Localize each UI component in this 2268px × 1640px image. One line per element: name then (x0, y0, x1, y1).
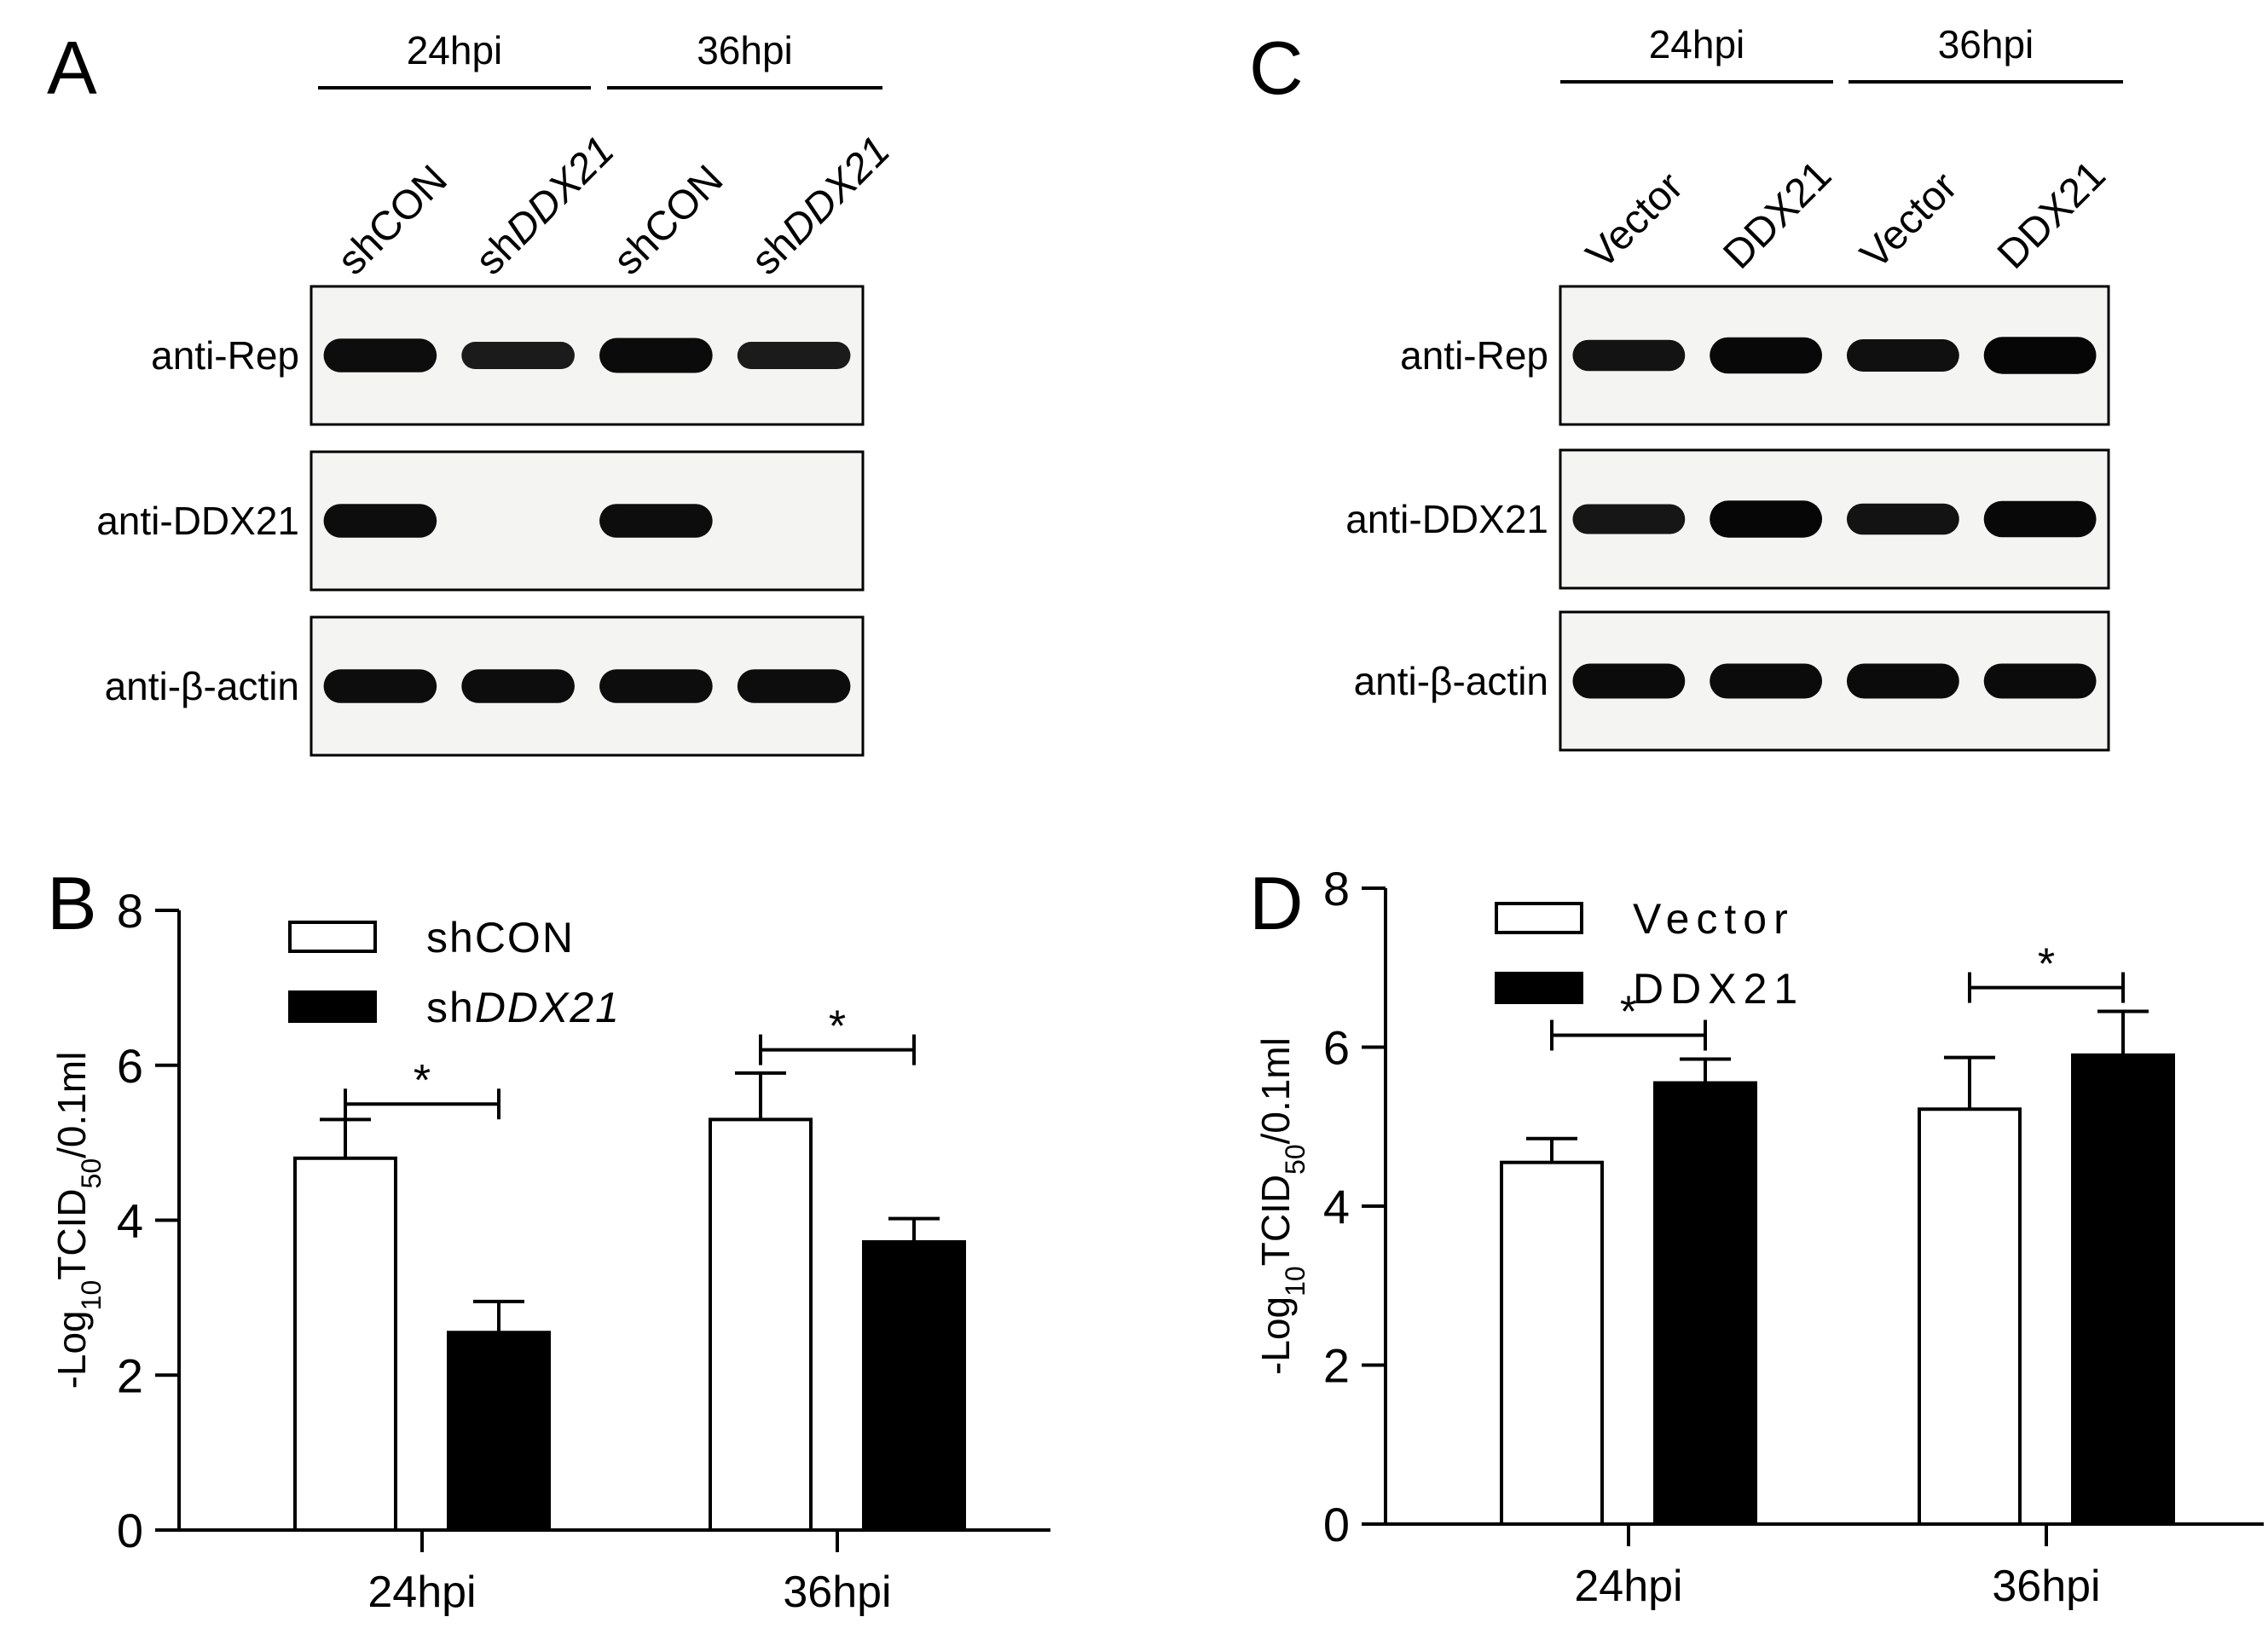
y-tick-label: 6 (117, 1039, 143, 1093)
group-label: 24hpi (1649, 22, 1745, 66)
bar (862, 1239, 966, 1532)
panel-letter-a: A (47, 26, 97, 110)
blot-band (599, 669, 713, 703)
blot-label: anti-DDX21 (96, 499, 299, 543)
legend-swatch (288, 921, 377, 953)
bar-chart-b: 0 2 4 6 8 -Log10TCID50/0.1ml 24hpi * 36hpi * shCON… (49, 884, 1050, 1617)
legend-label: Vector (1633, 895, 1795, 943)
significance-mark: * (2038, 940, 2055, 990)
blot-band (1983, 663, 2097, 699)
bar (447, 1331, 551, 1533)
group-label: 24hpi (407, 28, 503, 72)
y-axis-label: -Log10TCID50/0.1ml (1253, 1037, 1310, 1375)
blot-label: anti-Rep (1400, 333, 1548, 378)
blot-band (1710, 663, 1823, 699)
blot-band (323, 504, 437, 538)
legend-swatch (1495, 972, 1583, 1004)
blot-band (1846, 663, 1959, 699)
group-label: 36hpi (1938, 22, 2034, 66)
blot-band (599, 338, 713, 373)
blot-band (1572, 663, 1686, 699)
blot-label: anti-β-actin (1354, 659, 1548, 703)
blot-label: anti-β-actin (105, 664, 299, 708)
bar (293, 1156, 397, 1533)
blot-band (737, 342, 851, 369)
bar (1918, 1107, 2022, 1526)
legend-swatch (1495, 902, 1583, 934)
blot-band (323, 669, 437, 703)
lane-label: shCON (329, 157, 456, 284)
legend-label: shDDX21 (426, 984, 621, 1031)
panel-letter-c: C (1249, 26, 1304, 110)
blot-band (1846, 339, 1959, 372)
y-tick-label: 0 (117, 1504, 143, 1557)
y-tick-label: 8 (1323, 862, 1350, 915)
blot-band (323, 338, 437, 372)
significance-mark: * (414, 1056, 431, 1106)
y-tick-label: 8 (117, 884, 143, 938)
blot-band (461, 342, 575, 369)
y-tick-label: 2 (117, 1348, 143, 1402)
lane-label: DDX21 (1989, 153, 2115, 278)
y-tick-label: 4 (117, 1194, 143, 1248)
significance-mark: * (829, 1002, 846, 1052)
significance-mark: * (1620, 988, 1637, 1037)
bar (1500, 1160, 1604, 1527)
blot-band (1572, 339, 1686, 372)
blot-band (1710, 337, 1823, 374)
group-label: 36hpi (697, 28, 793, 72)
lane-label: shCON (605, 157, 732, 284)
lane-label: Vector (1578, 164, 1692, 278)
blot-band (1710, 500, 1823, 538)
blot-band (461, 669, 575, 703)
y-axis-label: -Log10TCID50/0.1ml (49, 1052, 107, 1389)
bar (709, 1117, 813, 1533)
bar (1653, 1081, 1757, 1526)
blot-label: anti-Rep (151, 333, 299, 378)
x-tick-label: 36hpi (1992, 1562, 2100, 1611)
blot-band (1983, 500, 2097, 538)
lane-label: shDDX21 (467, 128, 623, 284)
panel-letter-b: B (47, 861, 97, 945)
lane-label: DDX21 (1715, 153, 1840, 278)
blot-band (1846, 503, 1959, 535)
blot-band (1983, 337, 2097, 374)
blot-band (1572, 504, 1686, 534)
bar-chart-d: 0 2 4 6 8 -Log10TCID50/0.1ml 24hpi * 36hpi * Vecto… (1253, 862, 2264, 1611)
blot-label: anti-DDX21 (1345, 497, 1548, 541)
panel-letter-d: D (1249, 861, 1304, 945)
lane-label: Vector (1852, 164, 1966, 278)
blot-band (599, 504, 713, 538)
y-tick-label: 2 (1323, 1339, 1350, 1393)
x-tick-label: 24hpi (1574, 1562, 1682, 1611)
blot-band (737, 669, 851, 703)
x-tick-label: 36hpi (783, 1568, 891, 1617)
legend-label: shCON (426, 914, 575, 961)
lane-label: shDDX21 (743, 128, 899, 284)
legend-swatch (288, 990, 377, 1023)
y-tick-label: 0 (1323, 1498, 1350, 1551)
y-tick-label: 6 (1323, 1021, 1350, 1075)
legend-label: DDX21 (1633, 965, 1804, 1013)
bar (2071, 1053, 2175, 1526)
x-tick-label: 24hpi (367, 1568, 476, 1617)
y-tick-label: 4 (1323, 1180, 1350, 1233)
